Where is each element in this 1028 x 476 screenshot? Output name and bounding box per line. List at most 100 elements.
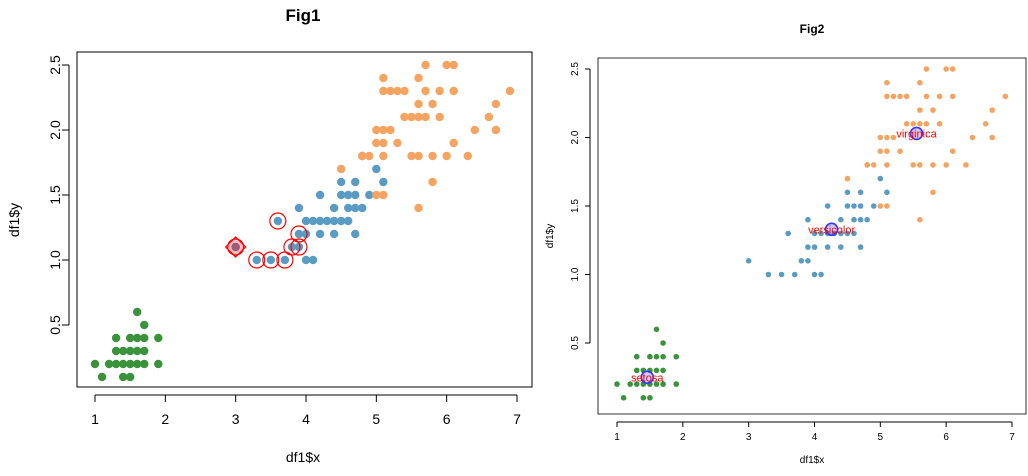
fig2-point-versicolor xyxy=(838,230,844,237)
fig2-y-tick-label: 2.0 xyxy=(570,130,581,144)
fig2-point-virginica xyxy=(877,148,884,154)
fig1-x-tick-label: 7 xyxy=(513,411,521,427)
fig1-point-versicolor xyxy=(301,216,311,226)
fig2-centroids: setosa versicolor virginica xyxy=(631,126,938,385)
fig1-point-virginica xyxy=(421,86,430,96)
fig2-point-setosa xyxy=(673,381,680,387)
fig2-point-virginica xyxy=(903,121,910,127)
fig2-point-setosa xyxy=(660,367,666,374)
fig1-point-versicolor xyxy=(266,255,276,265)
fig2-point-versicolor xyxy=(870,203,877,209)
fig2-point-setosa xyxy=(614,381,620,387)
fig2-point-virginica xyxy=(884,79,890,86)
fig2-x-tick-label: 5 xyxy=(878,432,884,443)
fig2-point-versicolor xyxy=(798,258,805,264)
fig1-point-versicolor xyxy=(315,216,325,226)
fig1-x-axis-label: df1$x xyxy=(286,449,320,465)
fig1-point-setosa xyxy=(118,346,128,356)
fig2-point-virginica xyxy=(936,93,943,100)
fig2-point-versicolor xyxy=(844,203,851,209)
fig1-point-virginica xyxy=(449,86,458,96)
fig2-point-virginica xyxy=(917,107,923,113)
fig2-point-versicolor xyxy=(811,271,818,278)
fig2-point-virginica xyxy=(910,162,917,168)
fig1-point-versicolor xyxy=(365,190,374,200)
fig1-point-versicolor xyxy=(372,164,381,174)
fig2-point-versicolor xyxy=(811,244,818,250)
fig2-point-versicolor xyxy=(785,230,791,237)
fig2-centroid-marker xyxy=(909,126,924,141)
fig1-point-setosa xyxy=(97,372,107,382)
fig2-point-setosa xyxy=(620,395,627,401)
fig2-point-versicolor xyxy=(824,203,831,209)
fig2-point-setosa xyxy=(653,326,660,333)
fig1-point-versicolor xyxy=(273,216,283,226)
fig1-point-virginica xyxy=(449,138,458,148)
fig1-point-virginica xyxy=(372,138,381,148)
fig2-point-virginica xyxy=(910,121,917,127)
fig1-point-virginica xyxy=(393,86,402,96)
fig1-point-versicolor xyxy=(351,229,360,239)
fig2-point-virginica xyxy=(989,134,996,141)
fig2-point-versicolor xyxy=(838,244,844,250)
fig1-point-versicolor xyxy=(280,255,290,265)
fig1-x-tick-label: 6 xyxy=(443,411,451,427)
fig1-x-tick-label: 4 xyxy=(302,411,310,427)
fig2-point-versicolor xyxy=(824,244,831,250)
fig1-point-versicolor xyxy=(252,255,261,265)
fig1-highlight-ring xyxy=(269,212,287,230)
fig1-point-virginica xyxy=(336,164,346,174)
fig2-point-setosa xyxy=(633,353,640,360)
fig1-y-axis-label: df1$y xyxy=(6,203,22,237)
fig2-centroid-marker xyxy=(640,370,655,385)
fig2-point-virginica xyxy=(877,134,884,141)
fig1-axes: 1 2 3 4 5 6 7 0.5 1.0 1.5 2.0 2.5 xyxy=(47,55,521,427)
fig2-title: Fig2 xyxy=(800,22,825,36)
fig1-point-versicolor xyxy=(294,242,304,252)
fig1-point-setosa xyxy=(118,359,128,369)
fig2-point-virginica xyxy=(890,134,897,141)
fig2-x-tick-label: 6 xyxy=(943,432,949,443)
fig2-point-virginica xyxy=(917,162,923,168)
fig2-y-axis-label: df1$y xyxy=(545,224,556,248)
fig1-point-virginica xyxy=(421,112,430,122)
fig2-point-virginica xyxy=(884,93,890,100)
fig1-x-tick-label: 2 xyxy=(161,411,169,427)
fig2-point-versicolor xyxy=(844,230,851,237)
fig1-point-virginica xyxy=(372,190,381,200)
fig1-point-setosa xyxy=(154,359,163,369)
fig1-point-virginica xyxy=(400,86,409,96)
fig2-point-versicolor xyxy=(844,189,851,196)
fig1-point-setosa xyxy=(140,359,149,369)
fig1-point-versicolor xyxy=(301,229,311,239)
fig1-points xyxy=(90,60,515,382)
fig2-point-virginica xyxy=(864,162,870,168)
fig1-point-versicolor xyxy=(344,190,353,200)
fig2-point-setosa xyxy=(640,395,647,401)
fig1-point-virginica xyxy=(393,138,402,148)
fig2-x-tick-label: 2 xyxy=(680,432,686,443)
fig2-point-setosa xyxy=(633,367,640,374)
fig2-point-virginica xyxy=(943,162,949,168)
fig1-highlight-ring xyxy=(276,251,294,269)
fig2-points xyxy=(614,66,1009,401)
fig1-point-versicolor xyxy=(351,177,360,187)
fig1-point-virginica xyxy=(414,112,423,122)
fig1-point-virginica xyxy=(365,151,374,161)
fig1-plot-frame xyxy=(76,51,533,388)
fig2-point-virginica xyxy=(884,148,890,154)
fig1-point-virginica xyxy=(400,112,409,122)
fig2-point-setosa xyxy=(660,340,666,346)
fig2-point-setosa xyxy=(653,367,660,374)
fig2-point-virginica xyxy=(897,93,903,100)
fig2-point-virginica xyxy=(969,134,976,141)
fig2-point-virginica xyxy=(903,93,910,100)
fig2-point-versicolor xyxy=(857,203,864,209)
fig1-point-setosa xyxy=(140,333,149,343)
fig2-point-versicolor xyxy=(838,216,844,223)
fig2-point-versicolor xyxy=(811,230,818,237)
fig2-point-versicolor xyxy=(884,189,890,196)
fig1-point-versicolor xyxy=(336,216,346,226)
fig2-y-tick-label: 2.5 xyxy=(570,62,581,76)
